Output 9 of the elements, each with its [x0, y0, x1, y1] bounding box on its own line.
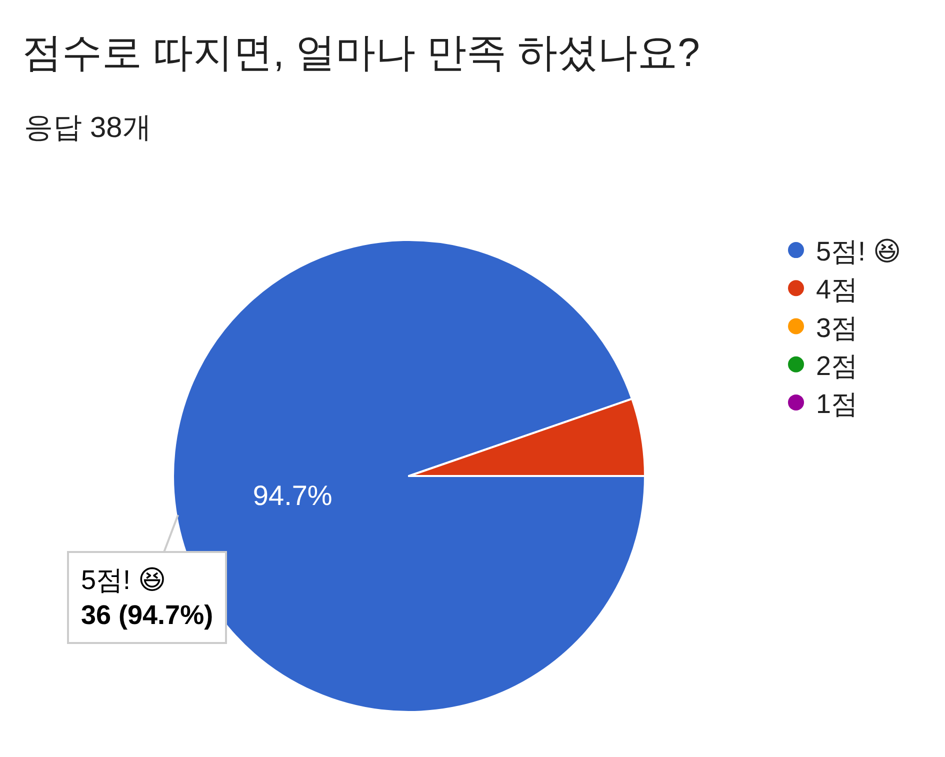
legend-label: 5점! 😆 — [816, 236, 902, 267]
data-label: 94.7% — [252, 480, 332, 512]
chart-subtitle: 응답 38개 — [24, 112, 152, 144]
legend-label: 4점 — [816, 274, 858, 305]
legend-label: 1점 — [816, 388, 858, 419]
chart-title: 점수로 따지면, 얼마나 만족 하셨나요? — [22, 31, 700, 75]
text: 5점! 😆 36 (94.7%) — [81, 565, 214, 630]
legend-label: 3점 — [816, 312, 858, 343]
legend-label: 2점 — [816, 350, 858, 381]
